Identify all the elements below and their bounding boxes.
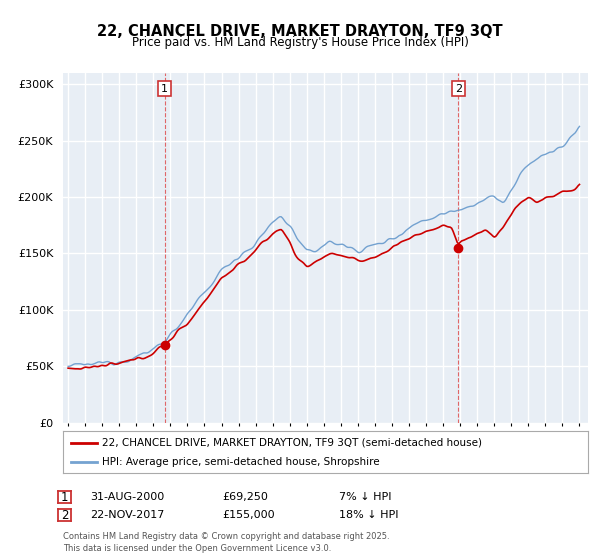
Text: 7% ↓ HPI: 7% ↓ HPI xyxy=(339,492,391,502)
Text: Contains HM Land Registry data © Crown copyright and database right 2025.
This d: Contains HM Land Registry data © Crown c… xyxy=(63,533,389,553)
Text: £69,250: £69,250 xyxy=(222,492,268,502)
Text: 1: 1 xyxy=(61,491,68,504)
Text: 31-AUG-2000: 31-AUG-2000 xyxy=(90,492,164,502)
Text: £155,000: £155,000 xyxy=(222,510,275,520)
Text: 22, CHANCEL DRIVE, MARKET DRAYTON, TF9 3QT (semi-detached house): 22, CHANCEL DRIVE, MARKET DRAYTON, TF9 3… xyxy=(103,438,482,448)
Text: HPI: Average price, semi-detached house, Shropshire: HPI: Average price, semi-detached house,… xyxy=(103,458,380,467)
Text: 22, CHANCEL DRIVE, MARKET DRAYTON, TF9 3QT: 22, CHANCEL DRIVE, MARKET DRAYTON, TF9 3… xyxy=(97,24,503,39)
Text: 1: 1 xyxy=(161,83,168,94)
Text: 22-NOV-2017: 22-NOV-2017 xyxy=(90,510,164,520)
Text: 2: 2 xyxy=(61,508,68,522)
Text: Price paid vs. HM Land Registry's House Price Index (HPI): Price paid vs. HM Land Registry's House … xyxy=(131,36,469,49)
Text: 18% ↓ HPI: 18% ↓ HPI xyxy=(339,510,398,520)
Text: 2: 2 xyxy=(455,83,462,94)
